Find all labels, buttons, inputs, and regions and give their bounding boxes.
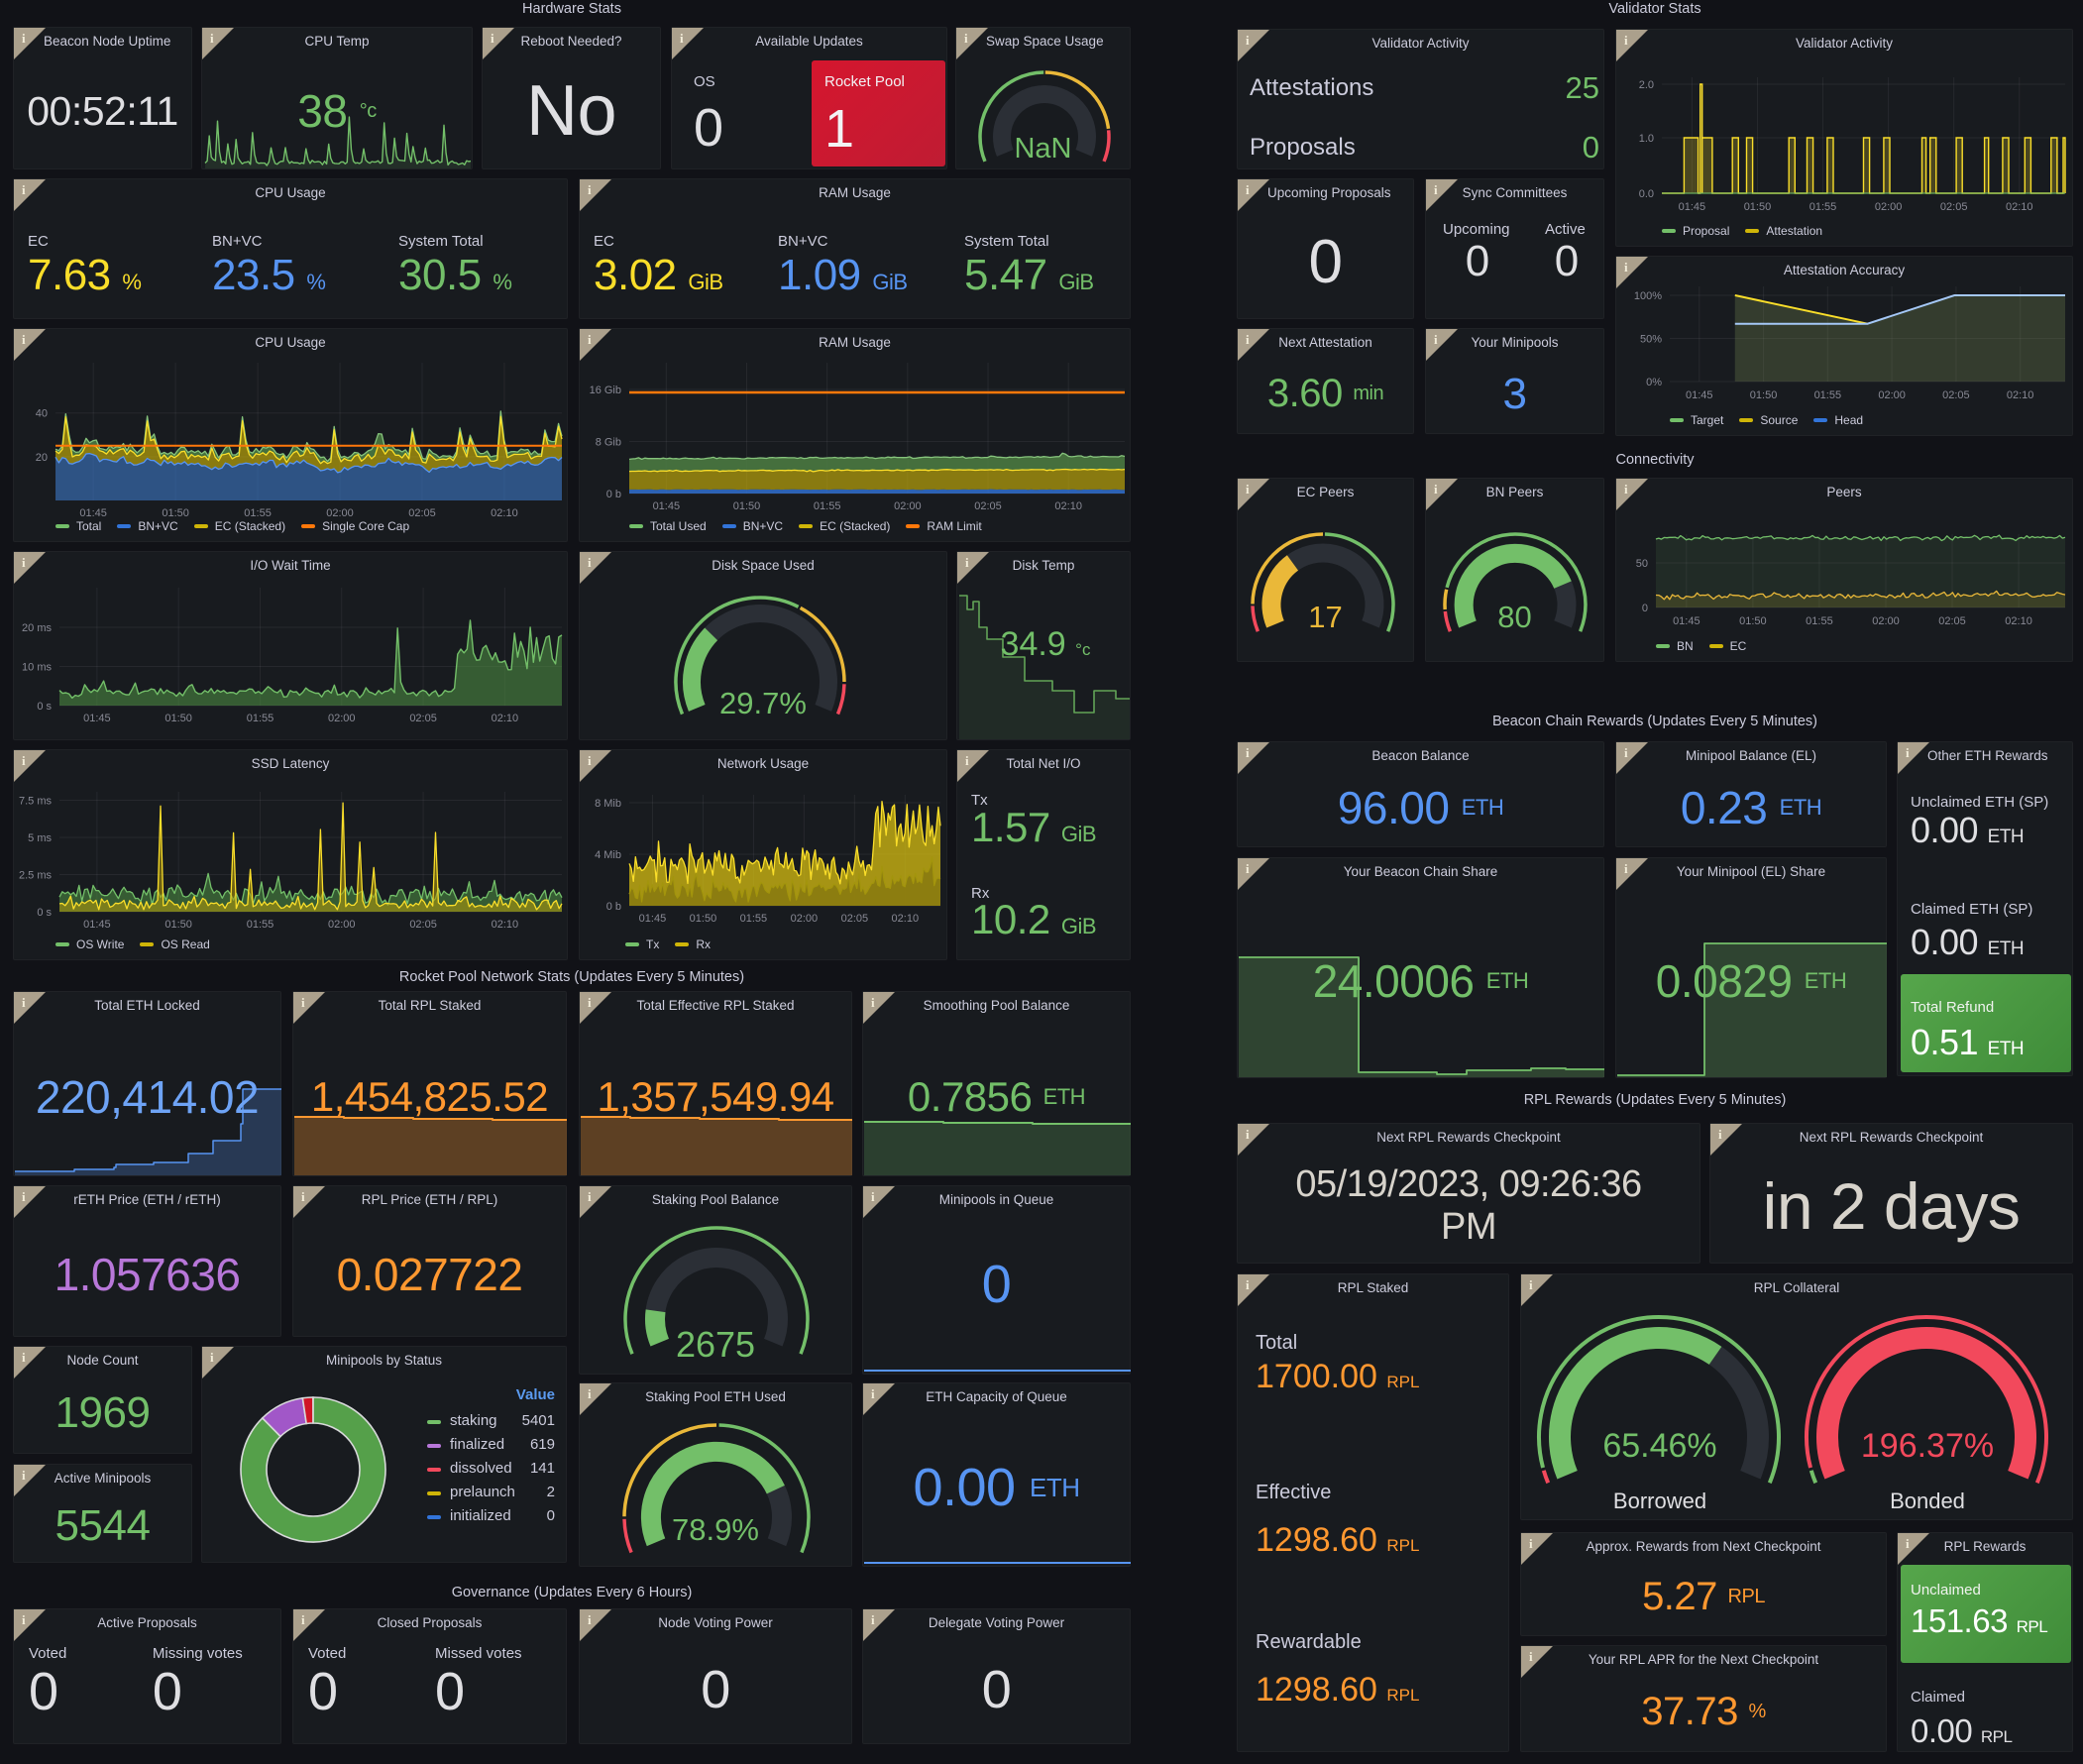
svg-text:02:10: 02:10 bbox=[491, 507, 518, 519]
svg-text:02:05: 02:05 bbox=[1942, 389, 1970, 401]
svg-text:01:45: 01:45 bbox=[1686, 389, 1713, 401]
svg-text:01:55: 01:55 bbox=[244, 507, 272, 519]
svg-text:02:00: 02:00 bbox=[894, 500, 922, 512]
svg-text:01:50: 01:50 bbox=[733, 500, 761, 512]
svg-text:01:50: 01:50 bbox=[1739, 615, 1767, 627]
svg-text:4 Mib: 4 Mib bbox=[595, 849, 621, 861]
svg-text:2.0: 2.0 bbox=[1639, 79, 1654, 91]
svg-text:01:55: 01:55 bbox=[740, 913, 768, 925]
svg-text:02:05: 02:05 bbox=[408, 507, 436, 519]
svg-text:02:00: 02:00 bbox=[1872, 615, 1900, 627]
svg-text:02:10: 02:10 bbox=[1054, 500, 1082, 512]
svg-text:01:55: 01:55 bbox=[1814, 389, 1842, 401]
svg-text:02:10: 02:10 bbox=[892, 913, 920, 925]
svg-text:01:55: 01:55 bbox=[247, 919, 274, 931]
svg-text:02:05: 02:05 bbox=[841, 913, 869, 925]
svg-text:50: 50 bbox=[1636, 558, 1648, 570]
svg-text:20: 20 bbox=[36, 452, 48, 464]
svg-text:0 b: 0 b bbox=[606, 901, 621, 913]
svg-text:02:00: 02:00 bbox=[326, 507, 354, 519]
svg-text:01:50: 01:50 bbox=[1750, 389, 1778, 401]
svg-text:01:45: 01:45 bbox=[83, 713, 111, 724]
svg-text:01:45: 01:45 bbox=[1673, 615, 1700, 627]
svg-text:02:05: 02:05 bbox=[1940, 201, 1968, 213]
svg-text:01:55: 01:55 bbox=[247, 713, 274, 724]
svg-text:01:45: 01:45 bbox=[639, 913, 667, 925]
svg-text:01:45: 01:45 bbox=[79, 507, 107, 519]
svg-text:5 ms: 5 ms bbox=[28, 832, 52, 844]
svg-text:50%: 50% bbox=[1640, 334, 1662, 346]
svg-text:8 Gib: 8 Gib bbox=[596, 437, 621, 449]
svg-text:01:55: 01:55 bbox=[1806, 615, 1833, 627]
svg-text:0.0: 0.0 bbox=[1639, 188, 1654, 200]
svg-text:02:10: 02:10 bbox=[492, 713, 519, 724]
svg-text:02:00: 02:00 bbox=[328, 919, 356, 931]
svg-text:02:05: 02:05 bbox=[1938, 615, 1966, 627]
svg-text:01:50: 01:50 bbox=[164, 919, 192, 931]
svg-text:01:50: 01:50 bbox=[1744, 201, 1772, 213]
svg-text:0 s: 0 s bbox=[37, 701, 52, 713]
svg-text:0 b: 0 b bbox=[606, 489, 621, 500]
svg-text:01:55: 01:55 bbox=[1809, 201, 1837, 213]
svg-text:01:50: 01:50 bbox=[690, 913, 717, 925]
svg-text:01:50: 01:50 bbox=[162, 507, 189, 519]
svg-text:02:00: 02:00 bbox=[1878, 389, 1906, 401]
svg-text:02:05: 02:05 bbox=[409, 919, 437, 931]
svg-text:01:55: 01:55 bbox=[814, 500, 841, 512]
svg-text:10 ms: 10 ms bbox=[22, 662, 52, 674]
svg-text:8 Mib: 8 Mib bbox=[595, 798, 621, 810]
svg-text:02:10: 02:10 bbox=[2006, 201, 2033, 213]
svg-text:02:00: 02:00 bbox=[1875, 201, 1903, 213]
svg-text:01:45: 01:45 bbox=[1679, 201, 1706, 213]
svg-text:0: 0 bbox=[1642, 603, 1648, 614]
svg-text:16 Gib: 16 Gib bbox=[590, 385, 621, 396]
svg-text:02:05: 02:05 bbox=[409, 713, 437, 724]
svg-text:40: 40 bbox=[36, 408, 48, 420]
svg-text:02:00: 02:00 bbox=[791, 913, 819, 925]
svg-text:02:10: 02:10 bbox=[2007, 389, 2034, 401]
svg-text:20 ms: 20 ms bbox=[22, 622, 52, 634]
svg-text:1.0: 1.0 bbox=[1639, 133, 1654, 145]
svg-text:0%: 0% bbox=[1646, 377, 1662, 388]
svg-text:02:10: 02:10 bbox=[492, 919, 519, 931]
svg-text:02:00: 02:00 bbox=[328, 713, 356, 724]
svg-text:02:10: 02:10 bbox=[2005, 615, 2032, 627]
svg-text:01:45: 01:45 bbox=[653, 500, 681, 512]
svg-text:0 s: 0 s bbox=[37, 907, 52, 919]
svg-text:01:50: 01:50 bbox=[164, 713, 192, 724]
svg-text:2.5 ms: 2.5 ms bbox=[19, 870, 53, 882]
svg-text:01:45: 01:45 bbox=[83, 919, 111, 931]
svg-text:100%: 100% bbox=[1634, 290, 1662, 302]
svg-text:02:05: 02:05 bbox=[974, 500, 1002, 512]
svg-text:7.5 ms: 7.5 ms bbox=[19, 796, 53, 808]
